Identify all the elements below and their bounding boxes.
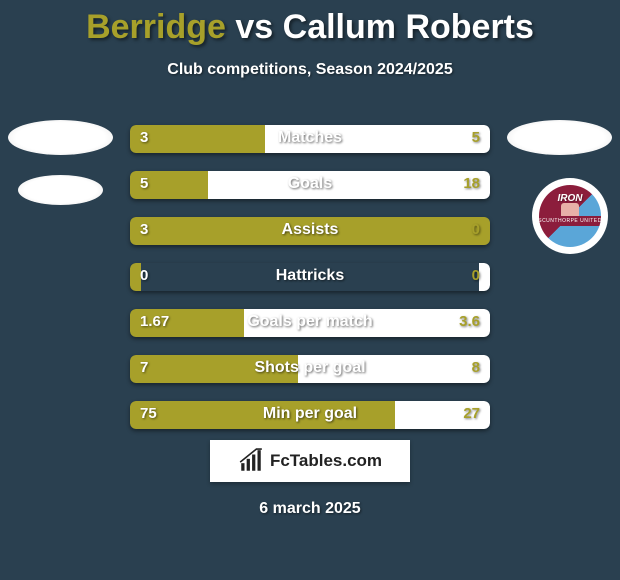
bar-label: Hattricks (130, 267, 490, 285)
bar-segment-a (130, 355, 298, 383)
bar-segment-b (265, 125, 490, 153)
footer-site-name: FcTables.com (270, 451, 382, 471)
subtitle: Club competitions, Season 2024/2025 (0, 61, 620, 79)
bar-row: 78Shots per goal (130, 355, 490, 383)
bar-segment-b (479, 263, 490, 291)
bar-row: 7527Min per goal (130, 401, 490, 429)
bar-value-a: 7 (140, 359, 148, 376)
bar-value-b: 0 (472, 221, 480, 238)
bar-value-a: 1.67 (140, 313, 169, 330)
team-b-crest: IRON SCUNTHORPE UNITED (532, 178, 608, 254)
bar-segment-b (208, 171, 490, 199)
crest-band-text: SCUNTHORPE UNITED (539, 216, 601, 226)
bar-value-a: 3 (140, 129, 148, 146)
bar-value-a: 3 (140, 221, 148, 238)
team-a-placeholder-1 (8, 120, 113, 155)
bar-value-b: 0 (472, 267, 480, 284)
team-b-placeholder-1 (507, 120, 612, 155)
bar-value-a: 75 (140, 405, 157, 422)
bar-value-b: 18 (463, 175, 480, 192)
title-player-a: Berridge (86, 8, 226, 46)
bar-value-a: 5 (140, 175, 148, 192)
bar-value-a: 0 (140, 267, 148, 284)
bar-value-b: 27 (463, 405, 480, 422)
title-vs: vs (226, 8, 283, 46)
bar-segment-b (298, 355, 490, 383)
bar-row: 0 0Hattricks (130, 263, 490, 291)
bar-row: 518Goals (130, 171, 490, 199)
bar-row: 35Matches (130, 125, 490, 153)
chart-icon (238, 448, 264, 474)
comparison-bars: 35Matches518Goals30Assists00Hattricks1.6… (130, 125, 490, 447)
bar-row: 30Assists (130, 217, 490, 245)
bar-value-b: 3.6 (459, 313, 480, 330)
team-a-placeholder-2 (18, 175, 103, 205)
bar-row: 1.673.6Goals per match (130, 309, 490, 337)
bar-segment-a (130, 401, 395, 429)
bar-value-b: 5 (472, 129, 480, 146)
page-title: Berridge vs Callum Roberts (0, 0, 620, 47)
crest-fist-icon (561, 203, 579, 217)
date-text: 6 march 2025 (0, 500, 620, 518)
title-player-b: Callum Roberts (283, 8, 534, 46)
bar-value-b: 8 (472, 359, 480, 376)
footer-logo: FcTables.com (210, 440, 410, 482)
bar-segment-b (244, 309, 490, 337)
crest-inner: IRON SCUNTHORPE UNITED (539, 185, 601, 247)
bar-segment-a (130, 125, 265, 153)
bar-segment-a (130, 217, 490, 245)
